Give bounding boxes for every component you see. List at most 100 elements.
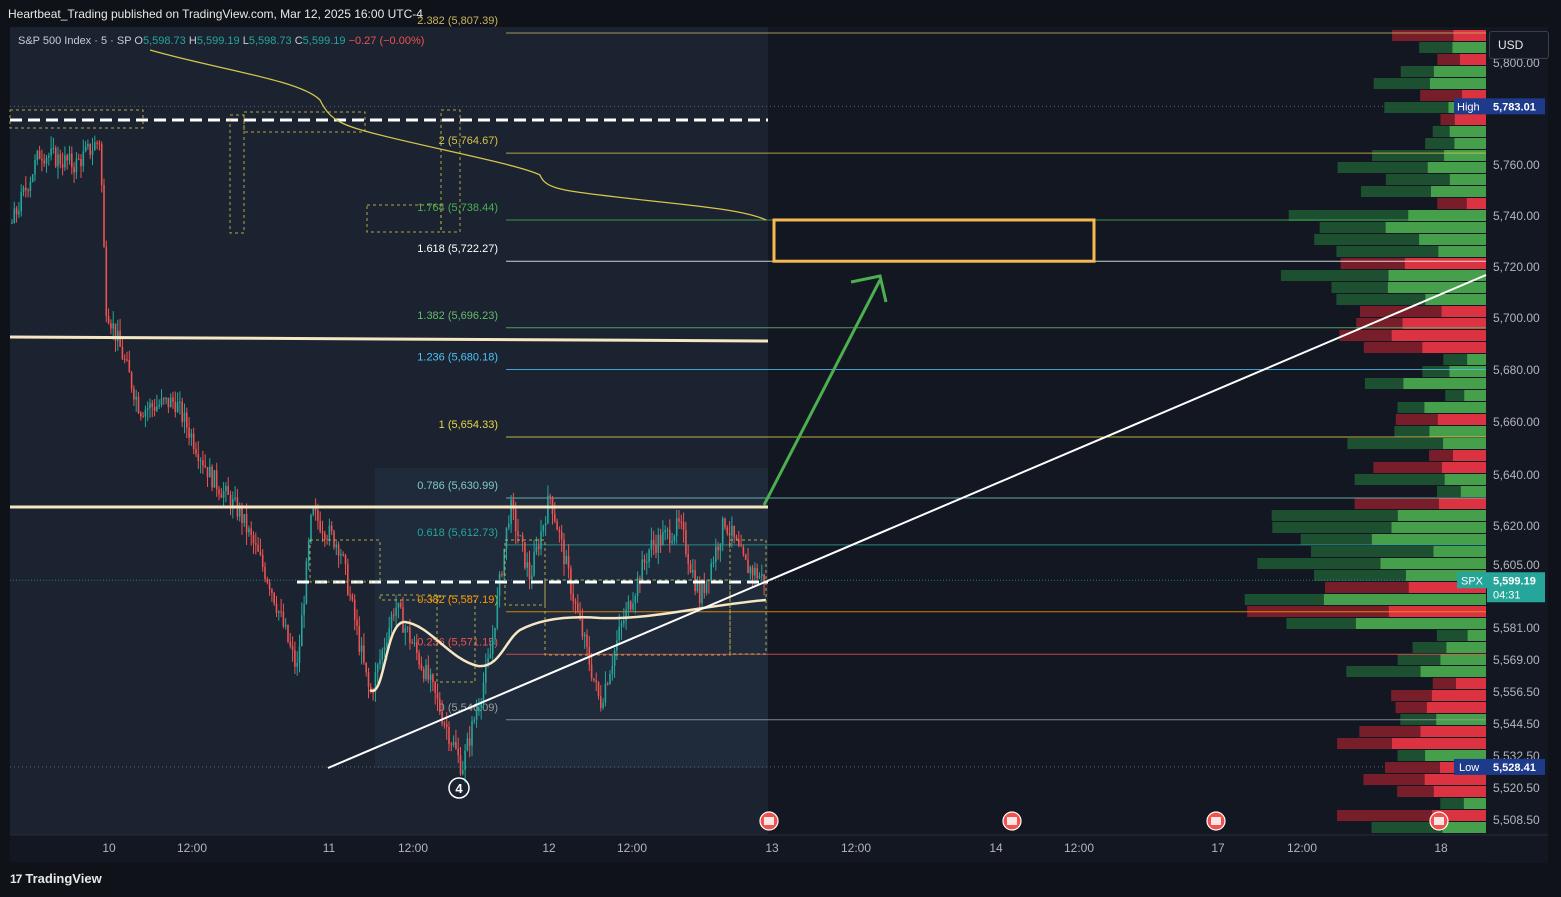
candle-body [128, 359, 131, 373]
candle-body [291, 645, 294, 651]
candle-body [204, 465, 206, 468]
candle-body [586, 634, 588, 648]
candle-body [535, 546, 538, 553]
profile-bar [1244, 594, 1324, 605]
candle-body [526, 562, 528, 568]
profile-bar-active [1425, 750, 1486, 761]
candle-body [179, 401, 181, 403]
candle-body [358, 625, 361, 652]
candle-body [151, 403, 154, 407]
price-tick-label: 5,720.00 [1493, 260, 1540, 274]
profile-bar-active [1397, 510, 1486, 521]
candle-body [344, 554, 347, 565]
candle-body [749, 567, 752, 574]
candle-body [466, 738, 469, 751]
candle-body [11, 223, 13, 225]
profile-bar-active [1404, 258, 1486, 269]
candle-body [31, 174, 34, 182]
symbol-name: S&P 500 Index · 5 · SP [18, 35, 132, 47]
price-tick-label: 5,508.50 [1493, 813, 1540, 827]
profile-bar-active [1427, 162, 1486, 173]
profile-bar [1310, 546, 1434, 557]
profile-bar [1286, 618, 1356, 629]
profile-bar [1354, 498, 1439, 509]
profile-bar [1336, 246, 1439, 257]
candle-body [181, 401, 183, 422]
candle-body [259, 551, 262, 555]
candle-body [234, 497, 236, 499]
profile-bar [1384, 762, 1440, 773]
candle-body [367, 672, 370, 687]
time-tick-label: 17 [1211, 841, 1225, 855]
candle-body [733, 525, 735, 538]
candle-body [692, 570, 694, 573]
profile-bar [1395, 414, 1438, 425]
candle-body [376, 664, 379, 673]
fib-label: 1 (5,654.33) [439, 419, 498, 431]
last-price-value: 5,599.19 [1493, 575, 1536, 587]
candle-body [574, 601, 577, 604]
candle-body [84, 146, 87, 152]
candle-body [468, 738, 471, 746]
profile-bar [1385, 174, 1450, 185]
candle-body [664, 529, 666, 533]
fib-label: 1.382 (5,696.23) [417, 310, 498, 322]
profile-bar-active [1449, 174, 1486, 185]
profile-bar [1280, 270, 1389, 281]
candle-body [703, 584, 706, 593]
profile-bar-active [1466, 198, 1486, 209]
candle-body [632, 603, 634, 610]
profile-bar-active [1380, 558, 1486, 569]
profile-bar-active [1438, 246, 1486, 257]
candle-body [717, 546, 719, 551]
profile-bar-active [1424, 774, 1486, 785]
candle-body [77, 158, 80, 160]
candle-body [183, 412, 186, 422]
candle-body [289, 641, 292, 646]
candle-body [687, 553, 689, 564]
profile-bar [1371, 822, 1443, 833]
fib-label: 1.236 (5,680.18) [417, 352, 498, 364]
profile-bar-active [1463, 798, 1486, 809]
candle-body [195, 449, 197, 455]
candle-body [583, 634, 586, 637]
price-tick-label: 5,581.00 [1493, 621, 1540, 635]
candle-body [565, 555, 568, 565]
candle-body [82, 151, 85, 167]
candle-body [328, 525, 331, 540]
candle-body [448, 726, 450, 744]
profile-bar [1356, 318, 1403, 329]
profile-bar-active [1453, 30, 1486, 41]
profile-bar-active [1449, 366, 1486, 377]
profile-bar-active [1442, 822, 1486, 833]
candle-body [464, 750, 466, 770]
candle-body [517, 531, 519, 536]
candle-body [314, 508, 317, 511]
profile-bar [1422, 366, 1450, 377]
profile-bar [1432, 126, 1450, 137]
candle-body [121, 346, 124, 360]
candle-body [390, 614, 393, 628]
profile-bar [1425, 138, 1455, 149]
profile-bar [1257, 558, 1381, 569]
vwap-curve [149, 49, 767, 221]
candle-body [705, 580, 708, 593]
close-label: C [294, 35, 303, 47]
candle-body [666, 529, 669, 531]
candle-body [48, 155, 50, 158]
candle-body [503, 548, 505, 576]
candle-body [123, 359, 126, 361]
currency-button[interactable]: USD [1489, 31, 1549, 59]
candle-body [273, 592, 275, 604]
candle-body [696, 583, 699, 592]
candle-body [577, 603, 579, 613]
candle-body [287, 625, 289, 642]
low-tag-label: Low [1459, 762, 1479, 774]
candle-body [186, 412, 188, 428]
candle-body [740, 545, 742, 547]
candle-body [137, 396, 140, 413]
profile-bar-active [1405, 570, 1486, 581]
candle-body [140, 412, 142, 417]
profile-bar-active [1446, 642, 1486, 653]
